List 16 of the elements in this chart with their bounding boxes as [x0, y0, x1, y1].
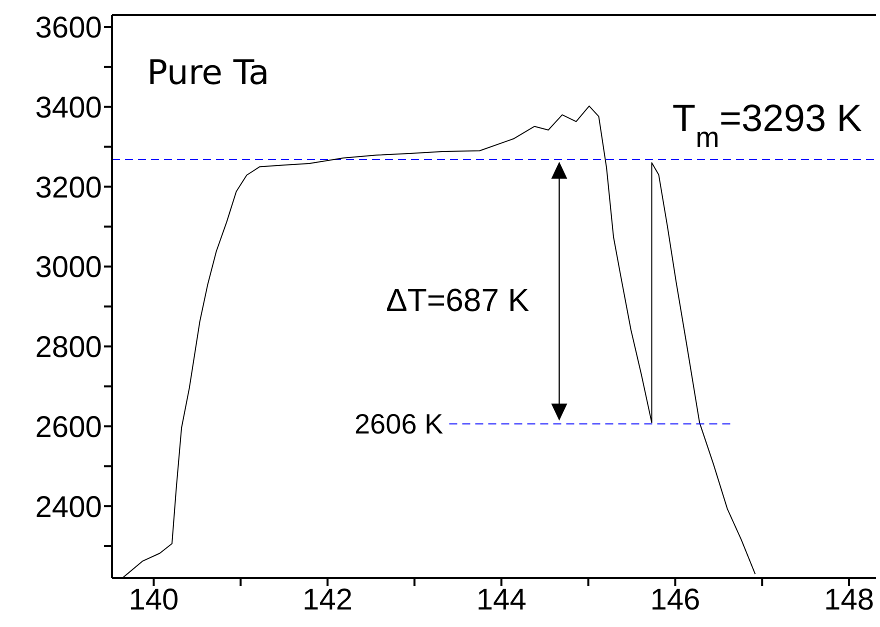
x-tick-label: 148	[824, 583, 874, 616]
x-tick-label: 142	[302, 583, 353, 616]
y-tick-label: 3400	[35, 91, 102, 124]
y-tick-label: 3200	[35, 171, 102, 204]
y-tick-label: 2800	[35, 331, 102, 364]
text: Pure Ta	[147, 53, 270, 93]
y-tick-label: 2400	[35, 490, 102, 524]
annotation: ΔT=687 K	[386, 282, 530, 318]
x-tick-label: 144	[476, 583, 526, 616]
x-tick-label: 146	[650, 583, 700, 616]
x-tick-label: 140	[128, 583, 179, 616]
y-tick-label: 2600	[35, 410, 102, 444]
y-tick-label: 3600	[35, 12, 102, 45]
annotation: T$_{m}$=3293 K	[672, 98, 862, 154]
annotation: 2606 K	[354, 408, 444, 440]
y-tick-label: 3000	[35, 251, 102, 284]
